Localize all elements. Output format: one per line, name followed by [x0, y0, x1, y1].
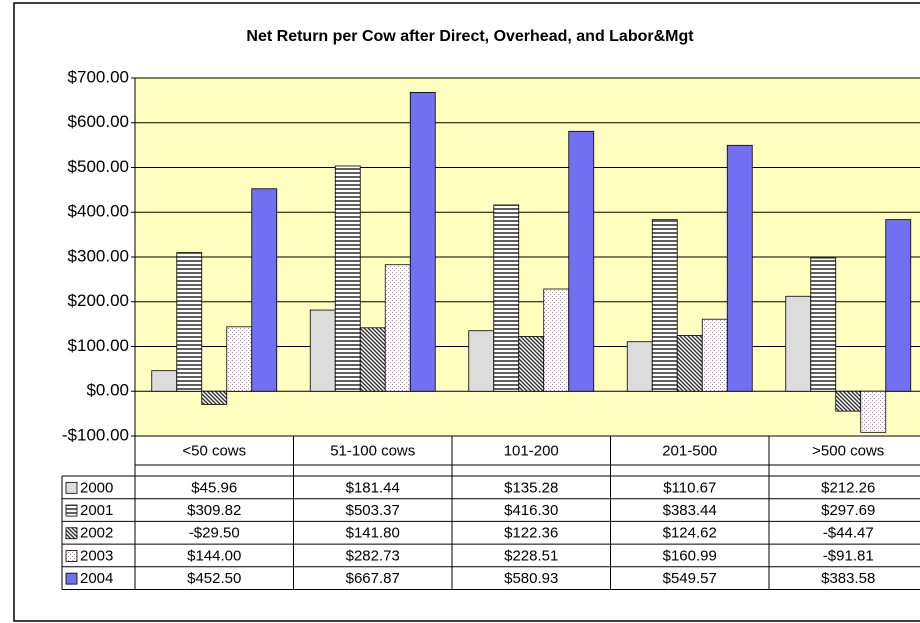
bar [860, 390, 887, 433]
y-tick-label: $0.00 [86, 381, 129, 400]
table-value: $212.26 [821, 479, 875, 496]
legend-label: 2000 [80, 479, 113, 496]
legend-swatch [65, 550, 78, 562]
bar [251, 188, 278, 392]
bar [409, 91, 436, 392]
table-value: $549.57 [663, 570, 717, 587]
bar [493, 204, 520, 392]
table-value: $282.73 [346, 547, 400, 564]
bar [676, 335, 703, 392]
bar [359, 327, 386, 392]
table-value: $181.44 [346, 479, 400, 496]
legend-swatch [65, 527, 78, 540]
y-tick-label: $500.00 [68, 157, 129, 176]
bar [810, 257, 837, 392]
table-value: $45.96 [191, 479, 237, 496]
y-tick-label: $300.00 [68, 246, 129, 265]
bar [201, 390, 228, 405]
legend-label: 2003 [80, 547, 113, 564]
y-tick-label: $100.00 [68, 336, 129, 355]
y-tick-label: -$100.00 [62, 425, 129, 444]
table-value: $503.37 [346, 502, 400, 519]
legend-label: 2001 [80, 502, 113, 519]
legend-swatch [65, 481, 78, 494]
bar [176, 252, 203, 392]
table-value: $124.62 [663, 525, 717, 542]
bar [543, 288, 570, 392]
table-value: $297.69 [821, 502, 875, 519]
bar [626, 341, 653, 392]
x-tick-label: 51-100 cows [330, 442, 415, 459]
x-tick-label: <50 cows [182, 442, 246, 459]
chart-title: Net Return per Cow after Direct, Overhea… [246, 28, 694, 45]
bar [651, 219, 678, 392]
bar [701, 318, 728, 392]
y-tick-label: $700.00 [68, 67, 129, 86]
table-value: $144.00 [187, 547, 241, 564]
y-tick-label: $600.00 [68, 112, 129, 131]
legend-swatch [65, 572, 78, 585]
table-value: $667.87 [346, 570, 400, 587]
table-value: -$29.50 [189, 525, 240, 542]
table-value: $452.50 [187, 570, 241, 587]
bar [835, 390, 862, 412]
bar [785, 295, 812, 392]
table-value: $383.58 [821, 570, 875, 587]
bar [885, 219, 912, 392]
table-value: -$91.81 [823, 547, 874, 564]
table-value: $110.67 [663, 479, 716, 496]
table-value: $160.99 [663, 547, 717, 564]
table-value: $228.51 [504, 547, 558, 564]
bar [726, 144, 753, 392]
table-value: $309.82 [187, 502, 241, 519]
table-value: $141.80 [346, 525, 400, 542]
bar [334, 165, 361, 392]
bar [518, 336, 545, 392]
legend-label: 2004 [80, 570, 113, 587]
legend-swatch [65, 504, 78, 517]
legend-label: 2002 [80, 525, 113, 542]
x-tick-label: 101-200 [504, 442, 559, 459]
table-value: $416.30 [504, 502, 558, 519]
y-tick-label: $400.00 [68, 202, 129, 221]
table-value: $580.93 [504, 570, 558, 587]
bar [568, 130, 595, 392]
bar [226, 326, 253, 392]
bar [468, 330, 495, 392]
y-tick-label: $200.00 [68, 291, 129, 310]
bar [309, 309, 336, 392]
table-value: $122.36 [504, 525, 558, 542]
x-tick-label: 201-500 [662, 442, 717, 459]
bar [151, 370, 178, 392]
table-value: $383.44 [663, 502, 717, 519]
table-value: $135.28 [504, 479, 558, 496]
bar [384, 264, 411, 392]
x-tick-label: >500 cows [812, 442, 884, 459]
table-value: -$44.47 [823, 525, 874, 542]
